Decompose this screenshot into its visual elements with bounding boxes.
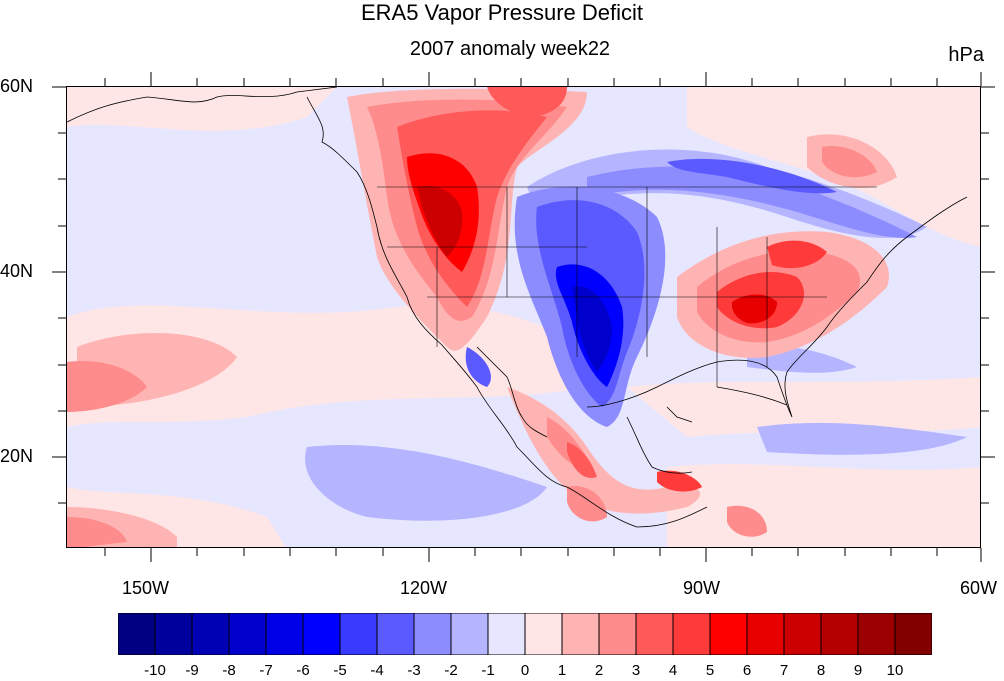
- colorbar-swatch: [154, 613, 193, 655]
- lat-label-60n: 60N: [0, 76, 34, 96]
- colorbar-label: -1: [481, 662, 495, 679]
- colorbar-swatch: [820, 613, 859, 655]
- colorbar-swatch: [376, 613, 415, 655]
- anomaly-field: [67, 87, 980, 547]
- colorbar-swatch: [709, 613, 748, 655]
- lon-label-150w: 150W: [122, 578, 170, 598]
- colorbar-label: -8: [222, 662, 236, 679]
- lon-label-90w: 90W: [683, 578, 721, 598]
- colorbar-label: -4: [370, 662, 384, 679]
- colorbar-swatch: [487, 613, 526, 655]
- colorbar-label: -9: [185, 662, 199, 679]
- colorbar-label: -7: [259, 662, 273, 679]
- colorbar-swatch: [450, 613, 489, 655]
- colorbar-swatch: [413, 613, 452, 655]
- lon-label-120w: 120W: [400, 578, 448, 598]
- colorbar-swatch: [857, 613, 896, 655]
- colorbar-swatch: [191, 613, 230, 655]
- units-label: hPa: [948, 44, 984, 66]
- colorbar-label: 0: [520, 662, 530, 679]
- colorbar-swatch: [598, 613, 637, 655]
- colorbar-label: 4: [668, 662, 678, 679]
- colorbar-swatch: [118, 613, 156, 655]
- colorbar-label: 6: [742, 662, 752, 679]
- colorbar-label: 9: [853, 662, 863, 679]
- colorbar-label: 5: [705, 662, 715, 679]
- colorbar-swatch: [524, 613, 563, 655]
- colorbar-label: 1: [557, 662, 567, 679]
- colorbar-label: -5: [333, 662, 347, 679]
- colorbar-swatch: [894, 613, 932, 655]
- lon-label-60w: 60W: [960, 578, 998, 598]
- colorbar-label: -3: [407, 662, 421, 679]
- colorbar-label: -6: [296, 662, 310, 679]
- colorbar-swatch: [228, 613, 267, 655]
- colorbar-swatch: [746, 613, 785, 655]
- colorbar-swatch: [339, 613, 378, 655]
- colorbar-label: -10: [144, 662, 166, 679]
- colorbar-label: 8: [816, 662, 826, 679]
- colorbar-swatch: [635, 613, 674, 655]
- colorbar-swatch: [265, 613, 304, 655]
- chart-subtitle: 2007 anomaly week22: [409, 38, 611, 60]
- colorbar-swatch: [672, 613, 711, 655]
- colorbar-label: 3: [631, 662, 641, 679]
- lat-label-40n: 40N: [0, 261, 34, 281]
- colorbar-swatch: [561, 613, 600, 655]
- colorbar-label: -2: [444, 662, 458, 679]
- colorbar-label: 10: [886, 662, 904, 679]
- lat-label-20n: 20N: [0, 446, 34, 466]
- chart-title: ERA5 Vapor Pressure Deficit: [360, 0, 644, 25]
- colorbar: [118, 613, 932, 655]
- colorbar-swatch: [302, 613, 341, 655]
- colorbar-label: 7: [779, 662, 789, 679]
- colorbar-label: 2: [594, 662, 604, 679]
- anomaly-map: [66, 86, 981, 548]
- colorbar-swatch: [783, 613, 822, 655]
